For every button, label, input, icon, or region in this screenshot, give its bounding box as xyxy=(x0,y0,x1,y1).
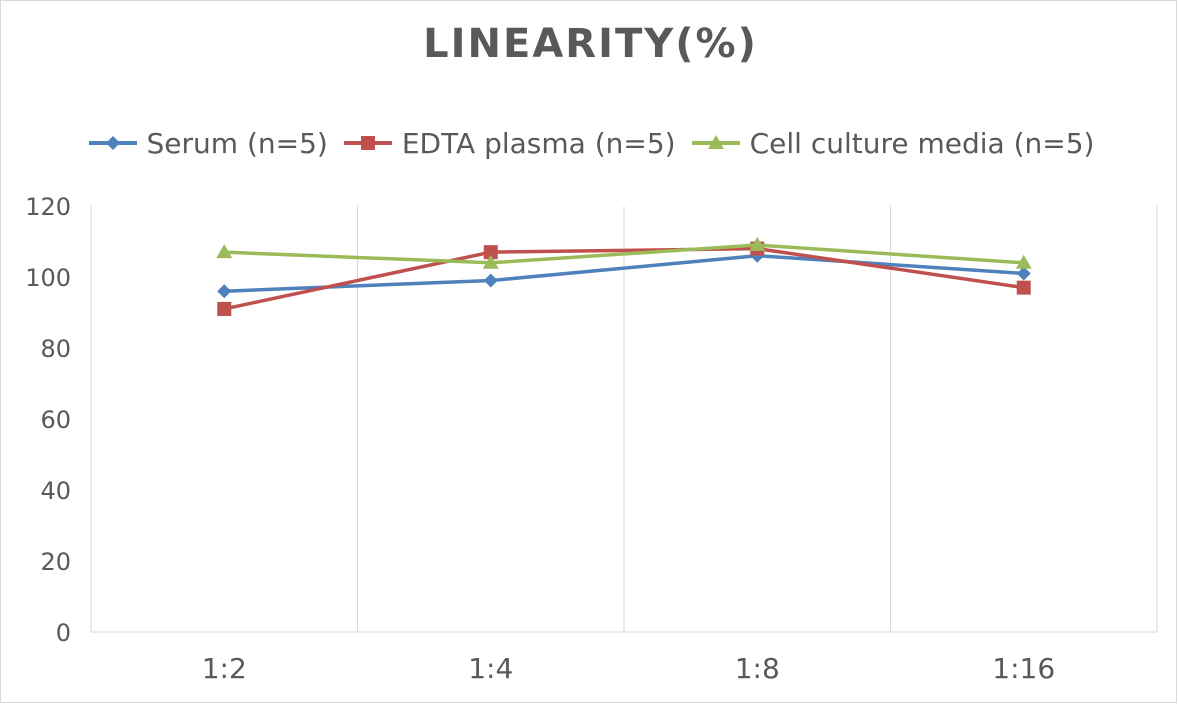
legend-swatch-serum xyxy=(88,136,137,150)
legend-label-cell-culture-media: Cell culture media (n=5) xyxy=(749,126,1095,160)
chart-title: LINEARITY(%) xyxy=(423,21,758,67)
y-tick-label: 120 xyxy=(25,193,71,221)
y-tick-label: 100 xyxy=(25,264,71,292)
chart-legend: Serum (n=5) EDTA plasma (n=5) Cell cultu… xyxy=(1,123,1179,163)
data-point-square xyxy=(1016,280,1031,295)
legend-swatch-edta-plasma xyxy=(343,136,392,150)
legend-label-serum: Serum (n=5) xyxy=(146,126,328,160)
y-tick-label: 0 xyxy=(56,619,71,647)
legend-item-cell-culture-media: Cell culture media (n=5) xyxy=(690,126,1095,160)
data-point-triangle xyxy=(216,244,233,259)
x-tick-label: 1:4 xyxy=(468,652,513,685)
data-point-triangle xyxy=(749,237,766,252)
legend-label-edta-plasma: EDTA plasma (n=5) xyxy=(401,126,676,160)
data-point-square xyxy=(483,245,498,260)
y-tick-label: 20 xyxy=(40,548,71,576)
data-point-diamond xyxy=(483,273,498,288)
x-tick-label: 1:2 xyxy=(202,652,247,685)
legend-item-serum: Serum (n=5) xyxy=(87,127,328,160)
legend-swatch-cell-culture-media xyxy=(691,135,740,149)
data-point-diamond xyxy=(1016,266,1031,281)
data-point-triangle xyxy=(1015,254,1032,269)
data-point-triangle xyxy=(482,254,499,269)
y-tick-label: 60 xyxy=(40,406,71,434)
y-tick-label: 80 xyxy=(40,335,71,363)
data-point-diamond xyxy=(217,284,232,299)
x-tick-label: 1:16 xyxy=(992,652,1055,685)
series-line-0 xyxy=(224,253,1024,293)
series-line-1 xyxy=(223,246,1025,311)
y-tick-label: 40 xyxy=(40,477,71,505)
data-point-square xyxy=(217,301,232,316)
x-tick-label: 1:8 xyxy=(735,652,780,685)
legend-item-edta-plasma: EDTA plasma (n=5) xyxy=(342,127,676,160)
series-line-2 xyxy=(224,243,1024,265)
